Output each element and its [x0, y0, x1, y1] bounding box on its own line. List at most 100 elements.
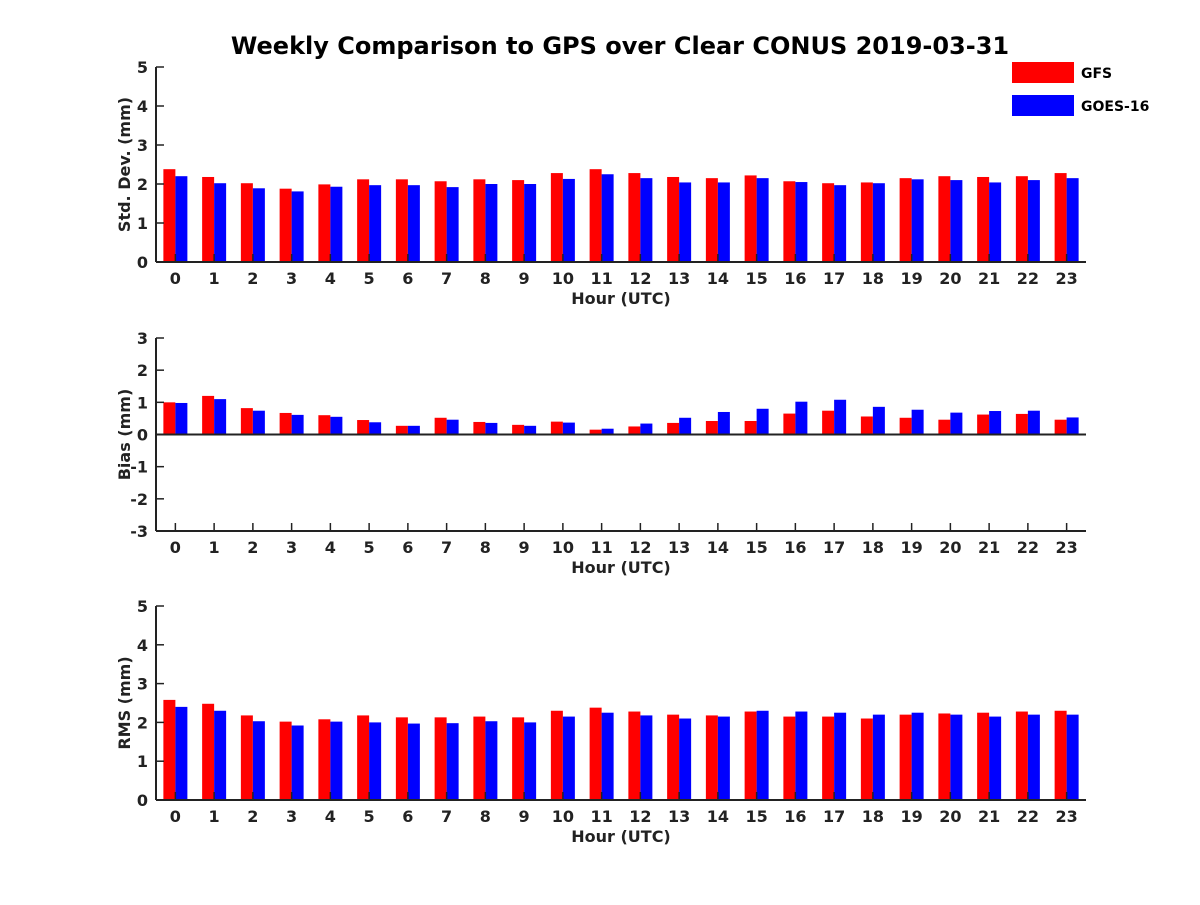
rms-xtick-label-5: 5 — [364, 807, 375, 826]
rms-xtick-label-13: 13 — [668, 807, 690, 826]
bar-rms-goes16-13 — [679, 718, 692, 800]
stddev-xtick-label-23: 23 — [1055, 269, 1077, 288]
bar-bias-goes16-11 — [601, 428, 614, 435]
bar-rms-gfs-10 — [550, 710, 563, 800]
bar-stddev-goes16-20 — [950, 180, 963, 262]
rms-xtick-label-9: 9 — [519, 807, 530, 826]
bias-ytick-label-0: 0 — [137, 426, 148, 445]
bar-stddev-gfs-0 — [163, 169, 176, 262]
rms-xtick-label-7: 7 — [441, 807, 452, 826]
bar-rms-gfs-0 — [163, 699, 176, 800]
bar-stddev-gfs-16 — [783, 181, 796, 262]
bar-rms-goes16-0 — [175, 706, 188, 800]
stddev-xtick-label-15: 15 — [745, 269, 767, 288]
rms-ytick-label-5: 5 — [137, 597, 148, 616]
legend-swatch-goes16 — [1012, 95, 1074, 116]
bar-stddev-goes16-14 — [717, 182, 730, 262]
stddev-xtick-label-16: 16 — [784, 269, 806, 288]
bar-bias-gfs-15 — [744, 420, 757, 435]
rms-xtick-label-1: 1 — [209, 807, 220, 826]
bar-rms-gfs-3 — [279, 721, 292, 800]
stddev-xtick-label-20: 20 — [939, 269, 961, 288]
legend-label-gfs: GFS — [1081, 66, 1112, 82]
bar-rms-goes16-5 — [369, 722, 382, 800]
bar-bias-goes16-3 — [291, 414, 304, 435]
bar-stddev-gfs-9 — [512, 180, 525, 262]
bar-bias-goes16-20 — [950, 412, 963, 435]
bar-rms-goes16-11 — [601, 712, 614, 800]
bias-xtick-label-3: 3 — [286, 538, 297, 557]
rms-ylabel: RMS (mm) — [115, 656, 134, 749]
bar-bias-gfs-18 — [860, 416, 873, 435]
rms-xtick-label-15: 15 — [745, 807, 767, 826]
bar-bias-goes16-10 — [562, 422, 575, 435]
bar-rms-gfs-12 — [628, 711, 641, 800]
bias-xtick-label-15: 15 — [745, 538, 767, 557]
rms-xtick-label-16: 16 — [784, 807, 806, 826]
bar-stddev-goes16-11 — [601, 174, 614, 262]
bias-ytick-label--3: -3 — [130, 522, 148, 541]
bias-xtick-label-16: 16 — [784, 538, 806, 557]
bar-rms-gfs-16 — [783, 716, 796, 800]
bar-bias-gfs-3 — [279, 412, 292, 435]
bar-rms-gfs-15 — [744, 711, 757, 800]
bias-xtick-label-17: 17 — [823, 538, 845, 557]
bar-rms-goes16-9 — [524, 722, 537, 800]
bar-rms-gfs-1 — [202, 703, 215, 800]
bar-rms-gfs-5 — [357, 715, 370, 800]
rms-xtick-label-11: 11 — [590, 807, 612, 826]
bar-stddev-gfs-10 — [550, 173, 563, 262]
bar-bias-gfs-19 — [899, 417, 912, 435]
bar-stddev-goes16-7 — [446, 187, 459, 262]
rms-xtick-label-22: 22 — [1017, 807, 1039, 826]
bar-stddev-gfs-18 — [860, 182, 873, 262]
stddev-ylabel: Std. Dev. (mm) — [115, 97, 134, 232]
bar-stddev-gfs-13 — [667, 176, 680, 262]
rms-xtick-label-19: 19 — [900, 807, 922, 826]
bar-bias-goes16-13 — [679, 417, 692, 435]
stddev-xtick-label-8: 8 — [480, 269, 491, 288]
bar-rms-goes16-19 — [911, 712, 924, 800]
chart-title: Weekly Comparison to GPS over Clear CONU… — [231, 32, 1009, 60]
bar-bias-goes16-8 — [485, 422, 498, 435]
bar-stddev-goes16-9 — [524, 184, 537, 262]
bar-rms-goes16-6 — [407, 723, 420, 800]
bar-stddev-goes16-8 — [485, 184, 498, 262]
bar-stddev-gfs-4 — [318, 184, 331, 262]
stddev-xtick-label-0: 0 — [170, 269, 181, 288]
bar-rms-gfs-7 — [434, 717, 447, 800]
bar-bias-gfs-5 — [357, 420, 370, 435]
rms-xtick-label-4: 4 — [325, 807, 336, 826]
bar-stddev-goes16-6 — [407, 185, 420, 262]
bar-bias-goes16-19 — [911, 409, 924, 435]
bias-ytick-label--2: -2 — [130, 490, 148, 509]
bar-stddev-gfs-15 — [744, 175, 757, 262]
bias-xtick-label-18: 18 — [862, 538, 884, 557]
stddev-xtick-label-17: 17 — [823, 269, 845, 288]
bar-bias-gfs-9 — [512, 424, 525, 435]
bar-stddev-gfs-20 — [938, 176, 951, 262]
bar-rms-gfs-17 — [822, 716, 835, 800]
bias-xtick-label-22: 22 — [1017, 538, 1039, 557]
bias-xtick-label-6: 6 — [402, 538, 413, 557]
bar-rms-gfs-18 — [860, 718, 873, 800]
rms-ytick-label-2: 2 — [137, 713, 148, 732]
bar-bias-gfs-14 — [705, 420, 718, 435]
bar-bias-gfs-11 — [589, 429, 602, 435]
rms-xtick-label-14: 14 — [707, 807, 729, 826]
bar-stddev-goes16-21 — [989, 182, 1002, 262]
bar-bias-gfs-21 — [977, 414, 990, 435]
bar-bias-gfs-13 — [667, 422, 680, 435]
bar-rms-goes16-22 — [1027, 714, 1040, 800]
rms-ytick-label-4: 4 — [137, 636, 148, 655]
bias-xtick-label-11: 11 — [590, 538, 612, 557]
bias-xtick-label-7: 7 — [441, 538, 452, 557]
stddev-xtick-label-13: 13 — [668, 269, 690, 288]
bias-xtick-label-10: 10 — [552, 538, 574, 557]
rms-ytick-label-0: 0 — [137, 791, 148, 810]
stddev-xtick-label-21: 21 — [978, 269, 1000, 288]
bar-rms-goes16-1 — [214, 710, 227, 800]
bar-rms-gfs-19 — [899, 714, 912, 800]
bar-rms-goes16-15 — [756, 710, 769, 800]
